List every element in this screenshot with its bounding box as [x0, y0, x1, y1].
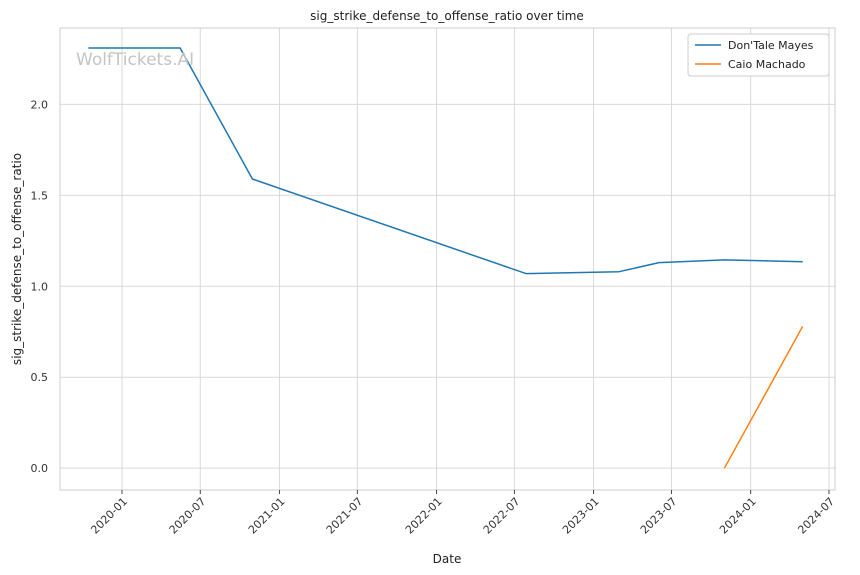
x-tick-label: 2021-07 — [324, 495, 366, 537]
x-tick-label: 2024-07 — [795, 495, 837, 537]
x-tick-label: 2021-01 — [246, 495, 288, 537]
y-tick-label: 0.0 — [31, 462, 49, 475]
x-tick-label: 2023-07 — [638, 495, 680, 537]
y-tick-label: 0.5 — [31, 371, 49, 384]
legend-box — [687, 33, 830, 77]
data-point-caio-machado — [724, 467, 726, 469]
plot-border — [59, 27, 836, 491]
x-tick-label: 2022-01 — [403, 495, 445, 537]
data-point-don-tale-mayes — [802, 261, 804, 263]
grid — [60, 28, 835, 490]
x-axis-label: Date — [433, 552, 462, 566]
data-point-don-tale-mayes — [618, 271, 620, 273]
chart-title: sig_strike_defense_to_offense_ratio over… — [310, 9, 584, 23]
series-line-don-tale-mayes — [88, 47, 803, 275]
x-tick-label: 2023-01 — [560, 495, 602, 537]
legend-label-dontale-mayes: Don'Tale Mayes — [728, 39, 814, 52]
watermark: WolfTickets.AI — [76, 50, 194, 70]
legend-label-caio-machado: Caio Machado — [728, 58, 806, 71]
y-tick-label: 1.5 — [31, 189, 49, 202]
x-tick-label: 2022-07 — [481, 495, 523, 537]
data-point-don-tale-mayes — [525, 273, 527, 275]
y-tick-label: 1.0 — [31, 280, 49, 293]
y-axis-label: sig_strike_defense_to_offense_ratio — [10, 153, 24, 365]
data-point-don-tale-mayes — [88, 47, 90, 49]
data-point-caio-machado — [802, 325, 804, 327]
x-tick-label: 2020-01 — [88, 495, 130, 537]
data-point-don-tale-mayes — [179, 47, 181, 49]
series — [88, 47, 804, 469]
legend: Don'Tale Mayes Caio Machado — [687, 33, 830, 77]
x-tick-label: 2020-07 — [167, 495, 209, 537]
data-point-don-tale-mayes — [724, 259, 726, 261]
y-tick-label: 2.0 — [31, 98, 49, 111]
plot-background — [60, 28, 835, 490]
x-tick-label: 2024-01 — [717, 495, 759, 537]
series-line-caio-machado — [723, 325, 804, 469]
data-point-don-tale-mayes — [252, 178, 254, 180]
data-point-don-tale-mayes — [658, 262, 660, 264]
